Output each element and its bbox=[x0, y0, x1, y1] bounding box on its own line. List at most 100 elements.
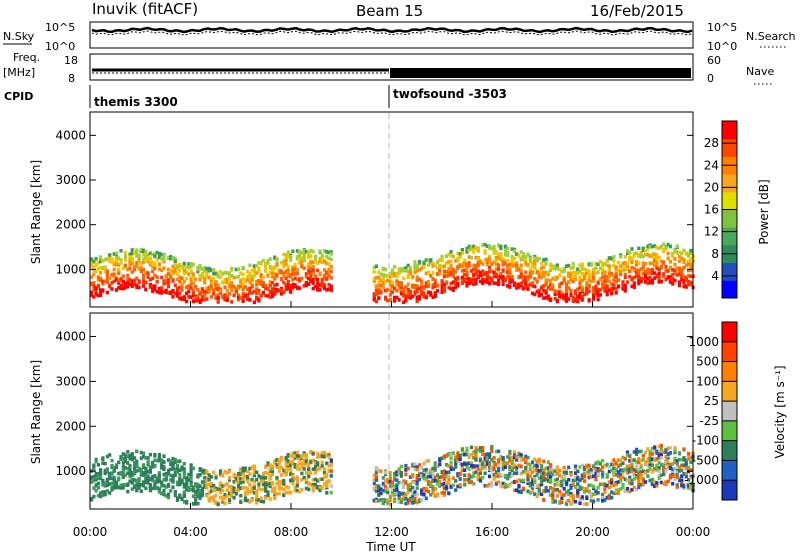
heatmap-cell bbox=[560, 291, 564, 296]
heatmap-cell bbox=[162, 460, 166, 464]
heatmap-cell bbox=[625, 478, 630, 483]
heatmap-cell bbox=[445, 454, 449, 458]
heatmap-cell bbox=[526, 283, 530, 288]
heatmap-cell bbox=[650, 271, 654, 276]
heatmap-cell bbox=[216, 293, 220, 297]
heatmap-cell bbox=[569, 274, 573, 278]
colorbar-frame bbox=[721, 321, 738, 501]
heatmap-cell bbox=[540, 275, 544, 280]
heatmap-cell bbox=[594, 477, 598, 481]
heatmap-cell bbox=[230, 485, 234, 489]
heatmap-cell bbox=[157, 254, 161, 258]
heatmap-cell bbox=[169, 268, 173, 273]
heatmap-cell bbox=[316, 479, 320, 483]
heatmap-cell bbox=[212, 498, 216, 503]
heatmap-cell bbox=[227, 276, 232, 280]
heatmap-cell bbox=[234, 492, 238, 496]
heatmap-cell bbox=[298, 454, 302, 459]
heatmap-cell bbox=[291, 282, 295, 287]
heatmap-cell bbox=[108, 471, 112, 476]
heatmap-cell bbox=[506, 474, 510, 478]
heatmap-cell bbox=[214, 283, 218, 287]
heatmap-cell bbox=[126, 450, 130, 454]
heatmap-cell bbox=[133, 485, 137, 489]
heatmap-cell bbox=[293, 454, 297, 458]
heatmap-cell bbox=[583, 479, 587, 483]
heatmap-cell bbox=[187, 472, 191, 477]
heatmap-cell bbox=[628, 464, 632, 468]
heatmap-cell bbox=[567, 478, 571, 482]
heatmap-cell bbox=[316, 467, 320, 472]
heatmap-cell bbox=[650, 457, 654, 462]
heatmap-cell bbox=[639, 458, 643, 463]
heatmap-cell bbox=[406, 483, 410, 488]
heatmap-cell bbox=[246, 295, 250, 299]
heatmap-cell bbox=[567, 280, 571, 284]
heatmap-cell bbox=[546, 272, 550, 277]
heatmap-cell bbox=[506, 484, 510, 488]
heatmap-cell bbox=[291, 478, 295, 482]
heatmap-cell bbox=[555, 494, 559, 498]
heatmap-cell bbox=[537, 487, 541, 492]
heatmap-cell bbox=[671, 268, 675, 272]
heatmap-cell bbox=[218, 469, 223, 473]
heatmap-cell bbox=[162, 492, 166, 497]
heatmap-cell bbox=[551, 487, 555, 491]
heatmap-cell bbox=[282, 264, 286, 269]
heatmap-cell bbox=[607, 480, 611, 485]
heatmap-cell bbox=[92, 494, 96, 499]
heatmap-cell bbox=[408, 475, 412, 479]
heatmap-cell bbox=[659, 448, 663, 452]
heatmap-cell bbox=[490, 484, 494, 488]
heatmap-cell bbox=[671, 282, 675, 286]
heatmap-cell bbox=[402, 494, 406, 498]
heatmap-cell bbox=[101, 493, 105, 498]
heatmap-cell bbox=[406, 490, 410, 494]
heatmap-cell bbox=[322, 475, 327, 479]
heatmap-cell bbox=[478, 464, 483, 469]
heatmap-cell bbox=[607, 271, 611, 276]
heatmap-cell bbox=[621, 284, 625, 288]
heatmap-cell bbox=[386, 477, 390, 482]
heatmap-cell bbox=[592, 474, 596, 479]
heatmap-cell bbox=[587, 469, 591, 474]
heatmap-cell bbox=[456, 472, 460, 477]
heatmap-cell bbox=[203, 269, 207, 273]
heatmap-cell bbox=[680, 483, 684, 488]
heatmap-cell bbox=[512, 480, 517, 484]
heatmap-cell bbox=[653, 467, 657, 471]
heatmap-cell bbox=[320, 454, 324, 459]
nsky-tick-low: 10^0 bbox=[45, 40, 75, 53]
heatmap-cell bbox=[625, 267, 630, 272]
heatmap-cell bbox=[99, 494, 103, 499]
heatmap-cell bbox=[426, 290, 431, 295]
heatmap-cell bbox=[488, 269, 492, 274]
heatmap-cell bbox=[619, 463, 623, 467]
heatmap-cell bbox=[261, 499, 266, 504]
heatmap-cell bbox=[501, 484, 505, 489]
heatmap-cell bbox=[275, 462, 279, 467]
heatmap-cell bbox=[209, 295, 213, 299]
heatmap-cell bbox=[207, 491, 211, 495]
heatmap-cell bbox=[171, 279, 175, 283]
heatmap-cell bbox=[420, 474, 424, 478]
heatmap-cell bbox=[413, 263, 417, 267]
heatmap-cell bbox=[607, 485, 611, 490]
heatmap-cell bbox=[374, 288, 379, 293]
heatmap-cell bbox=[646, 457, 650, 461]
heatmap-cell bbox=[659, 265, 663, 270]
heatmap-cell bbox=[526, 481, 530, 486]
heatmap-cell bbox=[266, 261, 270, 265]
heatmap-cell bbox=[198, 496, 202, 501]
heatmap-cell bbox=[162, 488, 166, 493]
heatmap-cell bbox=[200, 275, 204, 279]
heatmap-cell bbox=[589, 279, 593, 283]
heatmap-cell bbox=[424, 468, 428, 472]
heatmap-cell bbox=[635, 270, 639, 275]
heatmap-cell bbox=[510, 468, 514, 473]
heatmap-cell bbox=[521, 252, 526, 256]
heatmap-cell bbox=[110, 260, 114, 264]
heatmap-cell bbox=[318, 283, 322, 287]
heatmap-cell bbox=[655, 481, 659, 485]
colorbar-swatch bbox=[722, 341, 737, 363]
